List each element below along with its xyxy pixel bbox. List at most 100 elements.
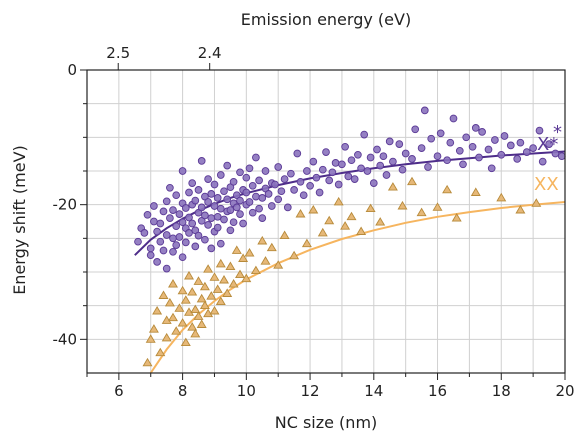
top-tick-label: 2.5 bbox=[106, 44, 130, 62]
x-star-point bbox=[178, 167, 187, 175]
xx-point bbox=[260, 256, 271, 265]
xx-point bbox=[203, 308, 214, 318]
x-star-point bbox=[318, 165, 327, 174]
xx-point bbox=[168, 279, 178, 288]
xx-point bbox=[180, 337, 191, 347]
xx-point bbox=[206, 291, 217, 300]
x-star-point bbox=[153, 258, 161, 266]
xx-point bbox=[187, 322, 198, 331]
x-star-point bbox=[255, 176, 263, 185]
x-star-point bbox=[338, 160, 346, 169]
xx-point bbox=[228, 279, 239, 288]
x-star-point bbox=[166, 183, 174, 192]
x-star-point bbox=[354, 150, 362, 159]
series-label-star: * bbox=[553, 122, 562, 143]
xx-point bbox=[407, 176, 417, 186]
x-star-point bbox=[169, 247, 177, 256]
xx-point bbox=[177, 318, 188, 327]
x-axis-title: NC size (nm) bbox=[275, 413, 378, 432]
x-star-point bbox=[513, 155, 522, 163]
xx-point bbox=[193, 311, 204, 320]
x-star-point bbox=[462, 133, 471, 142]
fit-curve-xx bbox=[149, 201, 566, 374]
x-star-point bbox=[529, 144, 537, 152]
x-star-point bbox=[312, 173, 321, 182]
x-star-point bbox=[229, 177, 238, 186]
xx-point bbox=[184, 270, 194, 280]
x-star-point bbox=[146, 244, 155, 253]
x-star-point bbox=[146, 251, 155, 260]
x-star-point bbox=[248, 181, 257, 190]
x-star-point bbox=[408, 155, 416, 163]
xx-point bbox=[387, 182, 398, 191]
x-tick-label: 12 bbox=[301, 382, 320, 400]
xx-point bbox=[168, 312, 178, 322]
x-star-point bbox=[204, 221, 212, 229]
x-star-point bbox=[252, 153, 260, 162]
x-star-point bbox=[245, 164, 254, 173]
x-star-point bbox=[468, 142, 477, 151]
x-star-point bbox=[185, 229, 193, 237]
x-star-point bbox=[401, 149, 410, 158]
x-star-point bbox=[210, 202, 219, 210]
xx-point bbox=[174, 303, 185, 312]
x-star-point bbox=[236, 168, 244, 177]
x-star-point bbox=[516, 138, 525, 147]
x-star-point bbox=[331, 159, 340, 167]
x-star-point bbox=[191, 196, 200, 205]
x-star-point bbox=[296, 177, 305, 186]
x-star-point bbox=[551, 149, 560, 158]
x-star-point bbox=[395, 140, 404, 148]
x-star-point bbox=[213, 212, 222, 221]
x-star-point bbox=[258, 214, 267, 222]
y-tick-label: -20 bbox=[53, 196, 78, 214]
xx-point bbox=[515, 205, 526, 214]
xx-point bbox=[266, 242, 277, 252]
x-star-point bbox=[245, 198, 254, 206]
x-star-point bbox=[347, 156, 356, 165]
xx-point bbox=[340, 221, 351, 230]
x-star-point bbox=[535, 126, 544, 135]
x-star-point bbox=[169, 206, 177, 214]
x-star-point bbox=[185, 213, 193, 222]
x-star-point bbox=[385, 137, 394, 146]
x-star-point bbox=[322, 148, 330, 156]
x-star-point bbox=[178, 253, 187, 262]
x-star-point bbox=[229, 218, 238, 227]
x-star-point bbox=[188, 219, 197, 228]
x-star-point bbox=[487, 164, 496, 173]
x-star-point bbox=[344, 172, 353, 181]
x-star-point bbox=[134, 237, 142, 246]
x-star-point bbox=[201, 211, 209, 220]
xx-point bbox=[171, 326, 182, 335]
x-star-point bbox=[223, 195, 232, 204]
x-star-point bbox=[153, 227, 161, 236]
fit-curve-x-star bbox=[134, 150, 566, 256]
x-star-point bbox=[181, 238, 190, 247]
xx-point bbox=[317, 227, 328, 237]
x-star-point bbox=[175, 210, 184, 218]
xx-point bbox=[289, 250, 300, 260]
x-star-point bbox=[172, 222, 181, 231]
x-star-point bbox=[522, 148, 531, 156]
x-star-point bbox=[232, 203, 241, 212]
x-tick-label: 10 bbox=[237, 382, 256, 400]
xx-point bbox=[324, 215, 335, 225]
x-star-point bbox=[484, 145, 493, 154]
grid-lines bbox=[86, 70, 566, 373]
x-star-point bbox=[162, 264, 171, 273]
xx-point bbox=[241, 273, 252, 283]
x-star-point bbox=[223, 161, 232, 170]
x-star-point bbox=[143, 210, 152, 219]
x-star-point bbox=[236, 196, 244, 205]
y-tick-label: -40 bbox=[53, 330, 78, 348]
x-star-point bbox=[191, 242, 200, 251]
xx-point bbox=[203, 264, 214, 273]
x-star-point bbox=[420, 106, 429, 115]
x-star-point bbox=[264, 190, 273, 198]
x-star-point bbox=[475, 153, 483, 162]
xx-point bbox=[346, 211, 357, 221]
x-star-point bbox=[207, 190, 216, 198]
series-label-xx: XX bbox=[534, 174, 559, 195]
